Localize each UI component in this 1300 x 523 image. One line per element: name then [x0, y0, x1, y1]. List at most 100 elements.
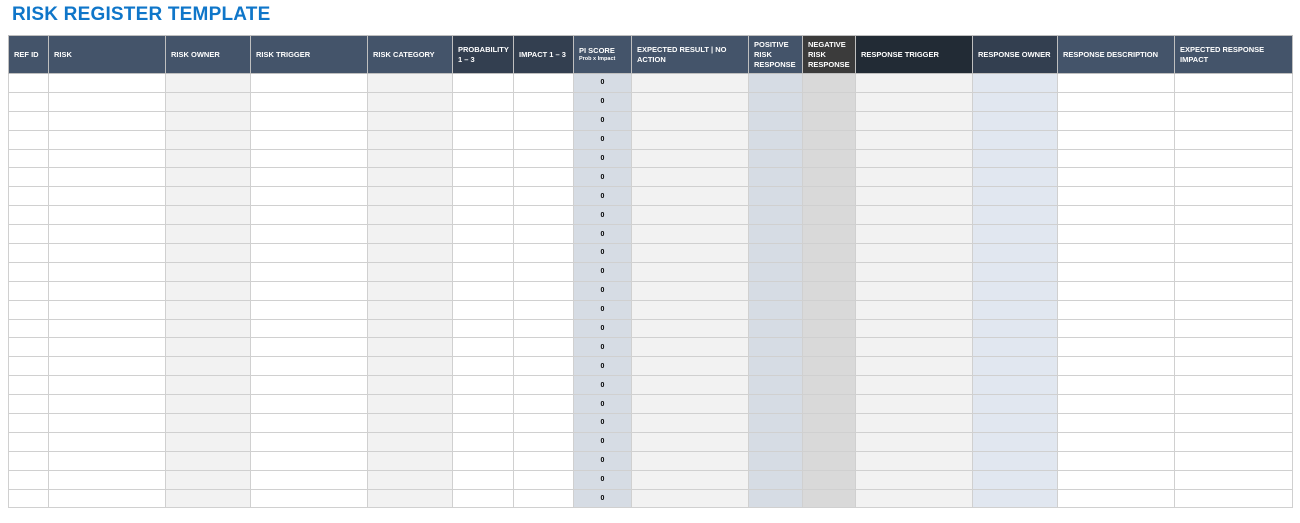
- table-cell[interactable]: [452, 318, 514, 339]
- table-cell[interactable]: [1057, 488, 1175, 509]
- table-cell[interactable]: [367, 148, 453, 169]
- table-cell[interactable]: [1174, 318, 1293, 339]
- table-cell[interactable]: [8, 431, 49, 452]
- table-cell[interactable]: [855, 280, 973, 301]
- table-cell[interactable]: [631, 167, 749, 188]
- table-cell[interactable]: [1174, 299, 1293, 320]
- table-cell[interactable]: [631, 148, 749, 169]
- pi-score-cell[interactable]: 0: [573, 318, 632, 339]
- table-cell[interactable]: [48, 431, 166, 452]
- table-cell[interactable]: [802, 73, 856, 93]
- table-cell[interactable]: [250, 73, 368, 93]
- table-cell[interactable]: [1057, 375, 1175, 396]
- table-cell[interactable]: [165, 488, 251, 509]
- table-cell[interactable]: [250, 375, 368, 396]
- table-cell[interactable]: [513, 299, 574, 320]
- table-cell[interactable]: [165, 413, 251, 433]
- table-cell[interactable]: [631, 394, 749, 415]
- table-cell[interactable]: [367, 431, 453, 452]
- table-cell[interactable]: [855, 224, 973, 245]
- table-cell[interactable]: [1174, 431, 1293, 452]
- table-cell[interactable]: [972, 337, 1058, 358]
- table-cell[interactable]: [972, 488, 1058, 509]
- table-cell[interactable]: [972, 356, 1058, 377]
- table-cell[interactable]: [48, 224, 166, 245]
- table-cell[interactable]: [48, 375, 166, 396]
- table-cell[interactable]: [250, 469, 368, 490]
- table-cell[interactable]: [367, 110, 453, 131]
- table-cell[interactable]: [452, 129, 514, 150]
- table-cell[interactable]: [972, 148, 1058, 169]
- table-cell[interactable]: [250, 205, 368, 226]
- table-cell[interactable]: [748, 431, 803, 452]
- table-cell[interactable]: [165, 110, 251, 131]
- table-cell[interactable]: [48, 413, 166, 433]
- table-cell[interactable]: [452, 431, 514, 452]
- table-cell[interactable]: [748, 337, 803, 358]
- table-cell[interactable]: [250, 299, 368, 320]
- table-cell[interactable]: [513, 431, 574, 452]
- table-cell[interactable]: [165, 205, 251, 226]
- pi-score-cell[interactable]: 0: [573, 110, 632, 131]
- table-cell[interactable]: [250, 337, 368, 358]
- table-cell[interactable]: [972, 224, 1058, 245]
- table-cell[interactable]: [748, 129, 803, 150]
- table-cell[interactable]: [165, 469, 251, 490]
- table-cell[interactable]: [1174, 488, 1293, 509]
- table-cell[interactable]: [48, 73, 166, 93]
- table-cell[interactable]: [972, 91, 1058, 112]
- table-cell[interactable]: [972, 73, 1058, 93]
- table-cell[interactable]: [748, 110, 803, 131]
- table-cell[interactable]: [8, 186, 49, 207]
- table-cell[interactable]: [802, 129, 856, 150]
- table-cell[interactable]: [748, 394, 803, 415]
- table-cell[interactable]: [367, 356, 453, 377]
- table-cell[interactable]: [855, 337, 973, 358]
- table-cell[interactable]: [855, 167, 973, 188]
- table-cell[interactable]: [8, 450, 49, 471]
- table-cell[interactable]: [972, 394, 1058, 415]
- table-cell[interactable]: [1057, 186, 1175, 207]
- table-cell[interactable]: [1174, 337, 1293, 358]
- table-cell[interactable]: [855, 91, 973, 112]
- table-cell[interactable]: [513, 488, 574, 509]
- table-cell[interactable]: [513, 375, 574, 396]
- table-cell[interactable]: [802, 469, 856, 490]
- table-cell[interactable]: [802, 261, 856, 282]
- table-cell[interactable]: [631, 224, 749, 245]
- table-cell[interactable]: [48, 167, 166, 188]
- pi-score-cell[interactable]: 0: [573, 129, 632, 150]
- table-cell[interactable]: [8, 375, 49, 396]
- table-cell[interactable]: [250, 224, 368, 245]
- table-cell[interactable]: [748, 299, 803, 320]
- table-cell[interactable]: [8, 356, 49, 377]
- table-cell[interactable]: [855, 413, 973, 433]
- table-cell[interactable]: [367, 280, 453, 301]
- table-cell[interactable]: [250, 91, 368, 112]
- pi-score-cell[interactable]: 0: [573, 488, 632, 509]
- table-cell[interactable]: [855, 488, 973, 509]
- table-cell[interactable]: [1057, 167, 1175, 188]
- table-cell[interactable]: [631, 110, 749, 131]
- table-cell[interactable]: [1057, 356, 1175, 377]
- table-cell[interactable]: [855, 110, 973, 131]
- table-cell[interactable]: [631, 337, 749, 358]
- table-cell[interactable]: [367, 413, 453, 433]
- table-cell[interactable]: [802, 205, 856, 226]
- pi-score-cell[interactable]: 0: [573, 224, 632, 245]
- table-cell[interactable]: [8, 280, 49, 301]
- table-cell[interactable]: [48, 450, 166, 471]
- table-cell[interactable]: [802, 186, 856, 207]
- table-cell[interactable]: [367, 261, 453, 282]
- table-cell[interactable]: [165, 450, 251, 471]
- table-cell[interactable]: [48, 261, 166, 282]
- table-cell[interactable]: [250, 129, 368, 150]
- table-cell[interactable]: [250, 186, 368, 207]
- table-cell[interactable]: [452, 91, 514, 112]
- table-cell[interactable]: [855, 186, 973, 207]
- pi-score-cell[interactable]: 0: [573, 186, 632, 207]
- table-cell[interactable]: [8, 129, 49, 150]
- table-cell[interactable]: [1057, 413, 1175, 433]
- table-cell[interactable]: [748, 91, 803, 112]
- table-cell[interactable]: [631, 91, 749, 112]
